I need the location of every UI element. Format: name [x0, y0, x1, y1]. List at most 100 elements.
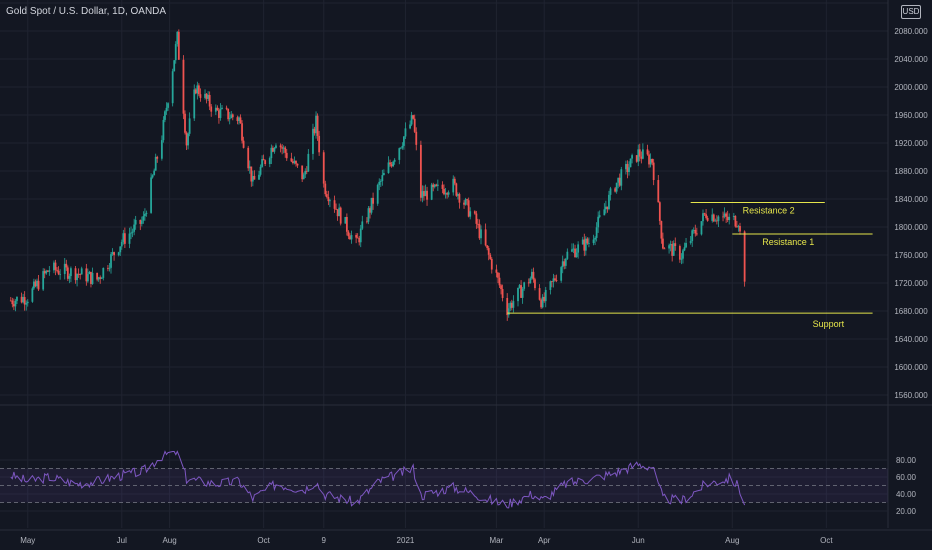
candle-body — [25, 303, 28, 305]
candle-body — [518, 285, 521, 288]
candle-body — [26, 301, 29, 304]
candle-body — [281, 147, 284, 149]
candle-body — [70, 268, 72, 277]
time-tick-label: 2021 — [397, 536, 415, 545]
candle-body — [561, 261, 564, 268]
candle-body — [638, 149, 641, 157]
candle-body — [80, 268, 83, 275]
candle-body — [500, 285, 502, 290]
candle-body — [563, 261, 566, 266]
candle-body — [413, 118, 416, 132]
candle-body — [640, 156, 643, 159]
candle-body — [692, 229, 695, 231]
candle-body — [594, 237, 596, 240]
candle-body — [443, 188, 445, 195]
candle-body — [410, 115, 413, 125]
candle-body — [193, 89, 196, 119]
candle-body — [671, 244, 674, 256]
candle-body — [293, 160, 296, 164]
candle-body — [506, 297, 509, 316]
candle-body — [358, 237, 361, 243]
candle-body — [33, 281, 35, 289]
candle-body — [629, 158, 632, 168]
candle-body — [258, 174, 260, 180]
candle-body — [554, 278, 556, 281]
candle-body — [552, 278, 555, 282]
candle-body — [586, 238, 589, 244]
candle-body — [16, 296, 18, 301]
candle-body — [134, 219, 137, 225]
candle-body — [99, 277, 102, 279]
rsi-tick-label: 80.00 — [896, 456, 917, 465]
candle-body — [695, 233, 698, 235]
candle-body — [123, 233, 126, 244]
candle-body — [139, 219, 142, 224]
price-tick-label: 1640.000 — [894, 335, 928, 344]
candle-body — [231, 114, 234, 118]
candle-body — [46, 270, 49, 272]
candle-body — [268, 158, 271, 165]
candle-body — [77, 273, 80, 275]
rsi-tick-label: 40.00 — [896, 490, 917, 499]
time-tick-label: Aug — [725, 536, 739, 545]
candle-body — [598, 215, 601, 217]
candle-body — [279, 145, 282, 148]
candle-body — [455, 183, 458, 196]
candle-body — [219, 108, 222, 118]
candle-body — [663, 248, 666, 250]
candle-body — [430, 184, 433, 200]
candle-body — [726, 216, 729, 221]
candle-body — [441, 184, 444, 189]
candle-body — [648, 154, 650, 165]
candle-body — [43, 271, 46, 274]
candle-body — [597, 216, 600, 228]
candle-body — [495, 269, 498, 273]
candle-body — [117, 252, 120, 256]
candle-body — [151, 175, 154, 178]
candle-body — [662, 238, 664, 249]
candle-body — [65, 263, 68, 268]
candle-body — [603, 209, 606, 216]
candle-body — [31, 288, 34, 302]
currency-badge[interactable]: USD — [901, 5, 921, 19]
level-label: Resistance 2 — [743, 206, 795, 216]
price-tick-label: 1760.000 — [894, 251, 928, 260]
candle-body — [517, 287, 519, 302]
candle-body — [247, 147, 250, 169]
candle-body — [419, 144, 422, 198]
candle-body — [520, 285, 522, 298]
candle-body — [207, 94, 210, 99]
candle-body — [142, 216, 145, 221]
candle-body — [100, 277, 103, 279]
candle-body — [329, 200, 331, 202]
candle-body — [551, 281, 553, 283]
candle-body — [717, 216, 720, 222]
candle-body — [273, 147, 276, 152]
candle-body — [466, 199, 469, 201]
candle-body — [379, 181, 382, 182]
candle-body — [140, 220, 143, 224]
candle-body — [541, 296, 544, 308]
candle-body — [270, 147, 273, 159]
candle-body — [497, 272, 499, 278]
candle-body — [510, 302, 513, 308]
candle-body — [325, 194, 328, 197]
candle-body — [685, 242, 687, 248]
candle-body — [534, 279, 536, 289]
candle-body — [501, 289, 504, 298]
candle-body — [86, 274, 89, 282]
candle-body — [678, 246, 681, 260]
price-tick-label: 1840.000 — [894, 195, 928, 204]
candle-body — [154, 156, 157, 171]
candle-body — [614, 188, 617, 192]
candle-body — [712, 214, 715, 222]
candle-body — [111, 252, 114, 255]
candle-body — [110, 254, 112, 268]
candle-body — [574, 248, 576, 258]
candle-body — [366, 221, 368, 223]
candle-body — [543, 296, 546, 302]
candle-body — [572, 248, 575, 250]
candle-body — [683, 247, 686, 251]
candle-body — [128, 233, 131, 244]
candle-body — [264, 160, 267, 165]
